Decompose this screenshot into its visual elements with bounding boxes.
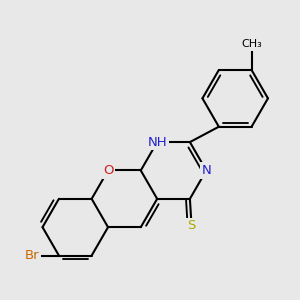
- Text: CH₃: CH₃: [241, 39, 262, 50]
- Text: NH: NH: [147, 136, 167, 148]
- Text: N: N: [201, 164, 211, 177]
- Text: O: O: [103, 164, 113, 177]
- Text: S: S: [188, 219, 196, 232]
- Text: Br: Br: [25, 249, 39, 262]
